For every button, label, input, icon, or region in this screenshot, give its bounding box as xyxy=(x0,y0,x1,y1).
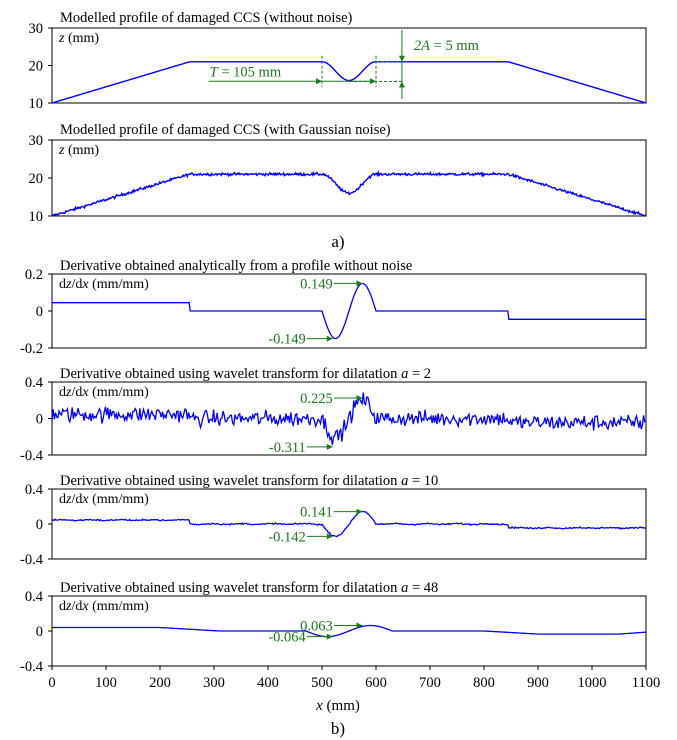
x-tick-label: 300 xyxy=(203,675,225,691)
x-tick-label: 500 xyxy=(311,675,333,691)
x-tick-label: 400 xyxy=(257,675,279,691)
y-axis-label: z (mm) xyxy=(58,31,99,46)
y-axis-label: dz/dx (mm/mm) xyxy=(59,599,149,614)
x-axis-label: x (mm) xyxy=(315,698,360,714)
annotation-arrowhead xyxy=(356,622,363,629)
series-line xyxy=(51,61,647,104)
y-axis-label: dz/dx (mm/mm) xyxy=(59,385,149,400)
annotation-peak: 0.225 xyxy=(300,391,333,407)
annotation-peak: 0.141 xyxy=(300,505,333,521)
chart-title-suffix: = 2 xyxy=(408,366,431,382)
y-tick-label: -0.4 xyxy=(20,659,44,675)
dimension-arrowhead xyxy=(370,78,376,85)
y-tick-label: 0.2 xyxy=(25,267,43,283)
y-tick-label: 0 xyxy=(36,624,43,640)
chart-title-symbol: a xyxy=(401,473,408,489)
annotation-arrowhead xyxy=(356,280,363,287)
y-tick-label: 20 xyxy=(29,59,44,75)
annotation-arrowhead xyxy=(326,443,333,450)
chart-title-symbol: a xyxy=(401,366,408,382)
y-tick-label: 10 xyxy=(29,96,44,112)
annotation-trough: -0.311 xyxy=(269,440,306,456)
x-tick-label: 100 xyxy=(95,675,117,691)
chart-title: Modelled profile of damaged CCS (with Ga… xyxy=(60,122,391,138)
x-axis-label-symbol: x xyxy=(315,698,323,714)
annotation-trough: -0.064 xyxy=(268,630,306,646)
y-tick-label: 0 xyxy=(36,517,43,533)
x-tick-label: 800 xyxy=(473,675,495,691)
x-tick-label: 1100 xyxy=(632,675,660,691)
chart-title-symbol: a xyxy=(401,580,408,596)
x-tick-label: 200 xyxy=(149,675,171,691)
chart-panel-1: Modelled profile of damaged CCS (without… xyxy=(29,10,647,112)
annotation-arrowhead xyxy=(326,533,333,540)
y-axis-label: dz/dx (mm/mm) xyxy=(59,492,149,507)
x-axis: 0 100 200 300 400 500 600 700 800 900 1000 1100 xyxy=(48,666,660,691)
chart-title: Derivative obtained using wavelet transf… xyxy=(60,580,438,596)
y-tick-label: 0 xyxy=(36,304,43,320)
dimension-arrowhead xyxy=(398,55,405,62)
annotation-peak: 0.063 xyxy=(300,618,333,634)
x-tick-label: 0 xyxy=(48,675,55,691)
y-tick-label: -0.4 xyxy=(20,552,44,568)
series-line xyxy=(52,282,646,340)
x-tick-label: 600 xyxy=(365,675,387,691)
chart-panel-2: Modelled profile of damaged CCS (with Ga… xyxy=(29,122,647,225)
annotation-arrowhead xyxy=(356,394,363,401)
chart-title-suffix: = 48 xyxy=(408,580,438,596)
y-axis-label: z (mm) xyxy=(58,143,99,158)
annotation-arrowhead xyxy=(326,335,333,342)
panel-label-b: b) xyxy=(331,719,345,738)
y-tick-label: 10 xyxy=(29,209,44,225)
series-line xyxy=(52,170,647,217)
x-axis-label-unit: (mm) xyxy=(323,698,360,714)
chart-panel-5: Derivative obtained using wavelet transf… xyxy=(20,473,647,568)
chart-title: Derivative obtained using wavelet transf… xyxy=(60,473,438,489)
annotation-2A: 2A = 5 mm xyxy=(414,38,480,54)
y-tick-label: 20 xyxy=(29,171,44,187)
x-tick-label: 700 xyxy=(419,675,441,691)
annotation-trough: -0.149 xyxy=(268,332,305,348)
x-tick-label: 900 xyxy=(527,675,549,691)
annotation-peak: 0.149 xyxy=(300,276,333,292)
x-tick-label: 1000 xyxy=(578,675,607,691)
annotation-trough: -0.142 xyxy=(268,529,305,545)
y-tick-label: 0.4 xyxy=(25,482,44,498)
y-tick-label: 0.4 xyxy=(25,589,44,605)
annotation-T: T = 105 mm xyxy=(210,64,282,80)
y-axis-label: dz/dx (mm/mm) xyxy=(59,277,149,292)
series-line xyxy=(51,392,646,446)
y-tick-label: -0.4 xyxy=(20,448,44,464)
y-tick-label: 30 xyxy=(29,21,44,37)
chart-panel-3: Derivative obtained analytically from a … xyxy=(20,258,647,357)
chart-panel-6: Derivative obtained using wavelet transf… xyxy=(20,580,647,675)
chart-title: Derivative obtained analytically from a … xyxy=(60,258,412,274)
dimension-arrowhead xyxy=(398,81,405,88)
chart-title-suffix: = 10 xyxy=(408,473,438,489)
chart-title: Derivative obtained using wavelet transf… xyxy=(60,366,431,382)
series-line xyxy=(52,624,647,638)
y-tick-label: 0.4 xyxy=(25,375,44,391)
y-tick-label: 0 xyxy=(36,412,43,428)
chart-title: Modelled profile of damaged CCS (without… xyxy=(60,10,353,26)
plot-frame xyxy=(51,139,647,217)
panel-label-a: a) xyxy=(331,232,344,251)
annotation-arrowhead xyxy=(356,508,363,515)
series-line xyxy=(51,510,647,538)
annotation-arrowhead xyxy=(326,633,333,640)
dimension-arrowhead xyxy=(316,78,322,85)
chart-panel-4: Derivative obtained using wavelet transf… xyxy=(20,366,647,464)
plot-frame xyxy=(51,27,647,104)
y-tick-label: -0.2 xyxy=(20,341,43,357)
panels: Modelled profile of damaged CCS (without… xyxy=(20,10,647,675)
y-tick-label: 30 xyxy=(29,133,44,149)
